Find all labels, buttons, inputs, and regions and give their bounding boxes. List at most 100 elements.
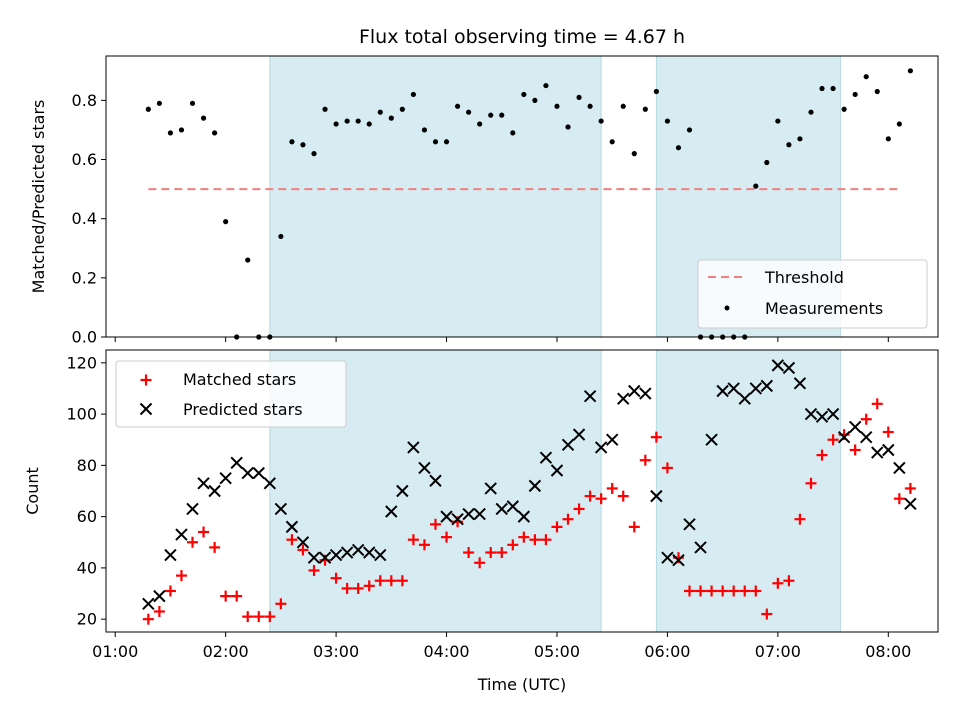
measurement-point <box>764 159 770 166</box>
predicted-star-point <box>208 484 221 498</box>
measurement-point <box>167 130 174 136</box>
bottom-y-tick-label: 20 <box>77 610 97 629</box>
matched-stars-legend-swatch <box>140 374 152 386</box>
top-y-tick-label: 0.4 <box>72 209 97 228</box>
predicted-star-point <box>263 477 277 490</box>
predicted-star-point <box>219 471 232 485</box>
bottom-y-tick-label: 80 <box>77 456 97 475</box>
measurement-point <box>896 121 902 127</box>
predicted-star-point <box>296 536 310 549</box>
predicted-star-point <box>848 420 862 434</box>
measurement-point <box>200 115 207 121</box>
matched-star-point <box>330 572 342 584</box>
top-x-ticks <box>114 337 889 342</box>
x-tick-label: 02:00 <box>203 642 249 661</box>
predicted-star-point <box>407 441 420 454</box>
matched-star-point <box>783 575 795 587</box>
predicted-star-point <box>506 500 520 513</box>
measurement-point <box>786 142 792 148</box>
measurement-point <box>653 88 659 95</box>
measurement-point <box>344 118 350 124</box>
matched-star-point <box>463 547 475 559</box>
predicted-star-point <box>374 548 387 562</box>
measurement-point <box>322 106 328 112</box>
matched-star-point <box>496 547 508 559</box>
measurement-point <box>355 118 361 124</box>
matched-star-point <box>220 590 232 602</box>
predicted-star-point <box>517 510 531 523</box>
measurement-point <box>576 94 582 101</box>
predicted-star-point <box>418 461 431 475</box>
predicted-star-point <box>230 456 243 470</box>
predicted-star-point <box>550 464 564 477</box>
matched-star-point <box>849 444 861 456</box>
matched-star-point <box>198 526 210 538</box>
measurement-point <box>554 103 560 109</box>
bottom-y-ticks: 20 40 60 80 100 120 <box>66 353 106 629</box>
matched-star-point <box>882 426 894 438</box>
matched-star-point <box>231 590 243 602</box>
matched-star-point <box>816 449 828 461</box>
matched-star-point <box>275 598 287 610</box>
predicted-star-point <box>252 466 265 480</box>
predicted-star-point <box>650 489 663 503</box>
measurement-point <box>477 121 483 127</box>
top-y-tick-label: 0.8 <box>72 91 97 110</box>
measurement-point <box>366 121 372 127</box>
bottom-axes-frame <box>105 349 939 633</box>
x-tick-label: 08:00 <box>865 642 911 661</box>
measurement-point <box>189 100 196 106</box>
measurement-point <box>885 136 891 142</box>
matched-star-point <box>606 482 618 494</box>
predicted-star-point <box>495 502 508 516</box>
top-axes-frame <box>105 55 939 338</box>
measurement-point <box>278 233 284 240</box>
observing-window-2 <box>655 349 841 633</box>
matched-star-point <box>584 490 596 502</box>
measurement-point <box>874 88 880 95</box>
predicted-star-point <box>826 407 840 421</box>
predicted-star-point <box>683 518 696 531</box>
predicted-star-point <box>749 382 762 395</box>
measurement-point <box>841 106 847 112</box>
matched-star-point <box>441 531 453 543</box>
predicted-stars-legend-swatch <box>139 402 153 416</box>
matched-star-point <box>761 608 773 620</box>
matched-star-point <box>507 539 519 551</box>
x-tick-label: 04:00 <box>423 642 469 661</box>
predicted-star-point <box>837 430 851 444</box>
bottom-y-tick-label: 40 <box>77 558 97 577</box>
measurement-point <box>432 139 439 145</box>
measurement-point <box>466 109 472 115</box>
predicted-star-point <box>451 512 464 526</box>
predicted-star-point <box>617 392 630 405</box>
measurement-point <box>775 118 781 124</box>
measurement-point <box>852 91 858 98</box>
matched-star-point <box>341 582 353 594</box>
top-y-axis-label: Matched/Predicted stars <box>29 100 48 294</box>
matched-star-point <box>164 585 176 597</box>
matched-star-point <box>253 611 265 623</box>
matched-star-point <box>904 482 916 494</box>
predicted-star-point <box>572 428 586 441</box>
measurement-point <box>443 139 450 145</box>
matched-star-point <box>474 557 486 569</box>
predicted-star-point <box>340 546 354 559</box>
x-tick-label: 05:00 <box>534 642 580 661</box>
matched-star-point <box>860 413 872 425</box>
predicted-star-point <box>771 359 785 372</box>
measurement-point <box>664 118 671 124</box>
measurement-point <box>421 127 428 133</box>
matched-star-point <box>363 580 375 592</box>
predicted-star-point <box>705 433 718 446</box>
measurement-point <box>245 257 251 263</box>
top-y-ticks: 0.0 0.2 0.4 0.6 0.8 <box>72 91 106 347</box>
predicted-star-point <box>694 541 707 554</box>
matched-star-point <box>739 585 751 597</box>
matched-star-point <box>187 536 199 548</box>
measurement-point <box>543 82 549 89</box>
matched-star-point <box>529 534 541 546</box>
predicted-star-point <box>882 443 895 457</box>
predicted-star-point <box>153 589 166 603</box>
